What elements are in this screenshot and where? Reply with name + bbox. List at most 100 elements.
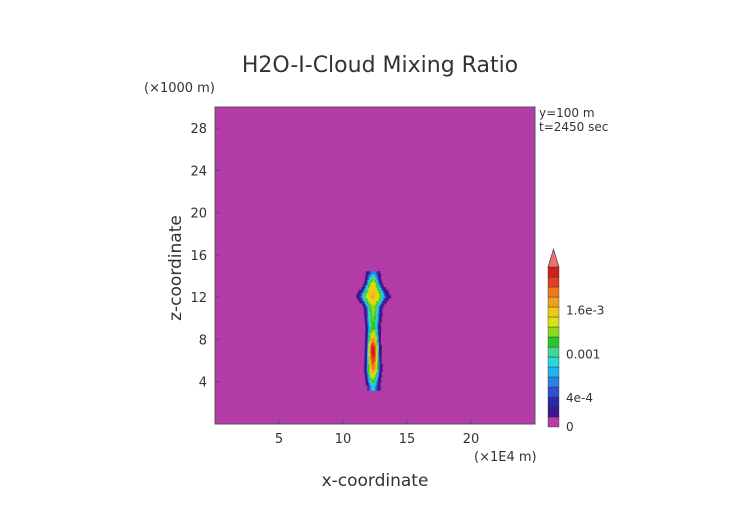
heatmap-cell (380, 305, 382, 309)
heatmap-cell (362, 284, 365, 288)
heatmap-cell (379, 273, 382, 278)
y-unit-label: (×1000 m) (144, 81, 215, 96)
heatmap-cell (363, 308, 366, 312)
heatmap-cell (367, 376, 370, 381)
heatmap-cell (369, 371, 372, 375)
heatmap-cell (378, 279, 381, 283)
x-tick-label: 5 (275, 432, 283, 447)
heatmap-cell (373, 300, 376, 304)
heatmap-cell (376, 281, 379, 286)
heatmap-cell (363, 300, 365, 304)
heatmap-cell (363, 289, 366, 293)
heatmap-cell (377, 321, 380, 325)
heatmap-cell (369, 281, 372, 286)
heatmap-cell (372, 345, 375, 349)
heatmap-cell (376, 329, 379, 333)
heatmap-cell (370, 371, 373, 375)
heatmap-cell (373, 358, 376, 362)
heatmap-cell (370, 363, 373, 367)
heatmap-cell (377, 371, 380, 375)
colorbar-segment (547, 386, 560, 398)
heatmap-cell (373, 305, 376, 309)
heatmap-cell (370, 366, 373, 370)
heatmap-cell (381, 287, 384, 291)
heatmap-cell (366, 287, 369, 291)
heatmap-cell (360, 292, 363, 296)
heatmap-cell (377, 350, 380, 354)
heatmap-cell (374, 347, 377, 352)
heatmap-cell (367, 284, 370, 288)
heatmap-cell (369, 324, 371, 328)
heatmap-cell (375, 284, 378, 288)
heatmap-cell (370, 329, 373, 333)
heatmap-cell (372, 342, 375, 346)
heatmap-cell (375, 369, 378, 373)
heatmap-cell (387, 292, 390, 296)
heatmap-cell (367, 279, 369, 283)
heatmap-cell (377, 347, 380, 352)
y-tick-label: 28 (190, 122, 207, 137)
heatmap-cell (367, 337, 370, 341)
heatmap-cell (376, 345, 379, 349)
heatmap-cell (368, 276, 371, 280)
heatmap-cell (364, 371, 367, 375)
heatmap-cell (376, 376, 379, 381)
heatmap-cell (368, 289, 371, 293)
heatmap-cell (367, 289, 370, 293)
heatmap-cell (370, 308, 372, 312)
heatmap-cell (364, 289, 367, 293)
heatmap-cell (366, 276, 369, 280)
heatmap-cell (365, 300, 368, 304)
heatmap-cell (368, 271, 371, 275)
heatmap-cell (365, 361, 368, 365)
heatmap-cell (365, 332, 368, 336)
heatmap-cell (375, 308, 378, 312)
heatmap-cell (375, 303, 377, 307)
heatmap-cell (372, 287, 375, 291)
heatmap-cell (368, 316, 371, 320)
heatmap-cell (374, 334, 376, 338)
heatmap-cell (372, 284, 375, 288)
heatmap-cell (372, 303, 375, 307)
heatmap-cell (374, 358, 377, 362)
heatmap-cell (379, 300, 382, 304)
heatmap-cell (375, 345, 377, 349)
heatmap-cell (359, 300, 362, 304)
heatmap-cell (378, 347, 381, 352)
heatmap-cell (371, 321, 374, 325)
heatmap-cell (359, 292, 362, 296)
heatmap-cell (376, 387, 379, 391)
heatmap-cell (368, 355, 371, 359)
heatmap-cell (369, 318, 372, 323)
heatmap-cell (378, 369, 381, 373)
heatmap-cell (365, 326, 368, 330)
colorbar-segment (547, 366, 560, 378)
heatmap-cell (373, 369, 375, 373)
heatmap-cell (365, 363, 368, 367)
heatmap-cell (371, 326, 374, 330)
heatmap-cell (375, 337, 378, 341)
heatmap-cell (376, 289, 379, 293)
heatmap-cell (378, 363, 381, 367)
heatmap-cell (369, 326, 372, 330)
heatmap-cell (373, 339, 376, 344)
heatmap-cell (369, 374, 372, 378)
colorbar-segment (547, 346, 560, 358)
heatmap-cell (364, 350, 367, 354)
heatmap-cell (376, 369, 379, 373)
heatmap-cell (379, 321, 381, 325)
y-tick-label: 12 (190, 291, 207, 306)
heatmap-cell (374, 281, 377, 286)
heatmap-cell (364, 358, 367, 362)
heatmap-cell (368, 292, 371, 296)
heatmap-cell (375, 376, 378, 381)
heatmap-cell (371, 329, 374, 333)
heatmap-cell (387, 297, 389, 301)
heatmap-cell (366, 329, 369, 333)
heatmap-cell (370, 339, 372, 344)
heatmap-cell (379, 295, 381, 299)
heatmap-cell (364, 369, 366, 373)
heatmap-cell (363, 305, 366, 309)
heatmap-cell (369, 289, 372, 293)
heatmap-cell (361, 297, 364, 301)
